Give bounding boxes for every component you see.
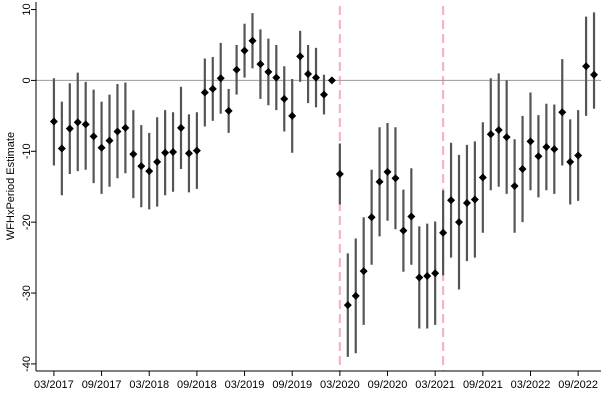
point-2018-11 <box>208 84 217 93</box>
point-2018-04 <box>153 157 162 166</box>
y-tick-labels: 10 0 -10 -20 -30 -40 <box>21 3 33 371</box>
point-2018-07 <box>177 123 185 132</box>
y-tick-label: -10 <box>21 143 33 159</box>
point-2021-10 <box>486 130 495 139</box>
point-2020-03 <box>335 169 344 178</box>
x-tick-label: 03/2019 <box>225 379 265 391</box>
y-tick-label: -30 <box>21 285 33 301</box>
point-2019-10 <box>296 52 305 61</box>
point-2021-05 <box>447 196 456 205</box>
point-2019-12 <box>312 73 321 82</box>
x-tick-label: 09/2021 <box>463 379 503 391</box>
point-2018-12 <box>216 74 225 83</box>
point-2017-06 <box>73 118 82 127</box>
point-2017-08 <box>89 132 98 141</box>
point-2021-03 <box>431 269 440 278</box>
point-2017-11 <box>113 127 122 136</box>
point-2020-11 <box>399 226 408 235</box>
point-2020-07 <box>367 213 376 222</box>
point-2019-06 <box>264 67 273 76</box>
point-2018-06 <box>169 148 178 156</box>
y-tick-label: -20 <box>21 214 33 230</box>
point-2022-06 <box>550 145 559 154</box>
point-2017-07 <box>81 120 90 129</box>
point-2020-09 <box>383 167 392 176</box>
point-2022-01 <box>510 182 519 191</box>
point-2020-06 <box>359 267 368 276</box>
point-2017-12 <box>121 123 130 132</box>
y-tick-label: -40 <box>21 356 33 372</box>
point-2021-06 <box>455 218 463 227</box>
point-2022-04 <box>534 152 543 161</box>
point-2020-02 <box>327 76 336 85</box>
point-2017-05 <box>65 124 74 133</box>
point-2020-01 <box>319 90 328 99</box>
point-2021-09 <box>478 173 487 182</box>
point-2018-10 <box>200 88 209 97</box>
point-2021-07 <box>462 199 471 208</box>
point-2019-09 <box>288 111 297 120</box>
x-tick-labels: 03/2017 09/2017 03/2018 09/2018 03/2019 09/20… <box>34 379 598 391</box>
point-2022-05 <box>542 143 551 152</box>
point-2019-03 <box>240 46 249 55</box>
x-tick-label: 03/2018 <box>129 379 169 391</box>
point-2022-03 <box>526 137 535 146</box>
x-tick-label: 03/2017 <box>34 379 74 391</box>
point-2017-10 <box>105 136 114 145</box>
y-tick-label: 0 <box>21 77 33 83</box>
point-2022-09 <box>574 151 583 160</box>
point-2018-09 <box>192 146 201 155</box>
point-2018-05 <box>161 148 170 157</box>
y-axis-title: WFHxPeriod Estimate <box>5 132 17 240</box>
axes <box>31 2 601 376</box>
point-estimates <box>49 36 599 310</box>
point-2020-05 <box>351 291 360 300</box>
x-tick-label: 09/2018 <box>177 379 217 391</box>
x-tick-label: 09/2019 <box>272 379 312 391</box>
y-tick-label: 10 <box>21 3 33 15</box>
point-2021-08 <box>470 195 479 204</box>
point-2022-10 <box>582 62 591 71</box>
point-2019-01 <box>224 106 233 115</box>
point-2018-03 <box>145 167 154 176</box>
point-2020-04 <box>343 301 352 310</box>
point-2017-09 <box>97 143 106 152</box>
point-2017-03 <box>49 117 58 126</box>
point-2019-02 <box>232 65 241 74</box>
point-2019-11 <box>304 70 313 79</box>
point-2021-01 <box>415 273 424 282</box>
point-2019-04 <box>248 36 257 45</box>
point-2017-04 <box>57 144 66 153</box>
x-tick-label: 09/2020 <box>368 379 408 391</box>
x-tick-label: 09/2017 <box>82 379 122 391</box>
point-2022-02 <box>518 165 527 174</box>
point-2018-01 <box>129 150 138 159</box>
point-2022-08 <box>566 157 575 166</box>
point-2019-08 <box>280 94 289 103</box>
point-2020-12 <box>407 212 416 221</box>
point-2020-10 <box>391 174 400 183</box>
x-tick-label: 03/2021 <box>415 379 455 391</box>
point-2019-05 <box>256 60 265 69</box>
point-2022-11 <box>590 70 599 79</box>
point-2020-08 <box>375 177 384 186</box>
point-2021-04 <box>439 228 448 237</box>
point-2022-07 <box>558 108 567 117</box>
point-2018-08 <box>184 149 193 158</box>
point-2018-02 <box>137 162 146 171</box>
x-tick-label: 03/2022 <box>511 379 551 391</box>
point-2021-02 <box>423 272 432 281</box>
point-2021-12 <box>502 133 511 142</box>
x-tick-label: 03/2020 <box>320 379 360 391</box>
x-tick-label: 09/2022 <box>558 379 598 391</box>
point-2021-11 <box>494 126 503 135</box>
point-2019-07 <box>272 73 281 82</box>
